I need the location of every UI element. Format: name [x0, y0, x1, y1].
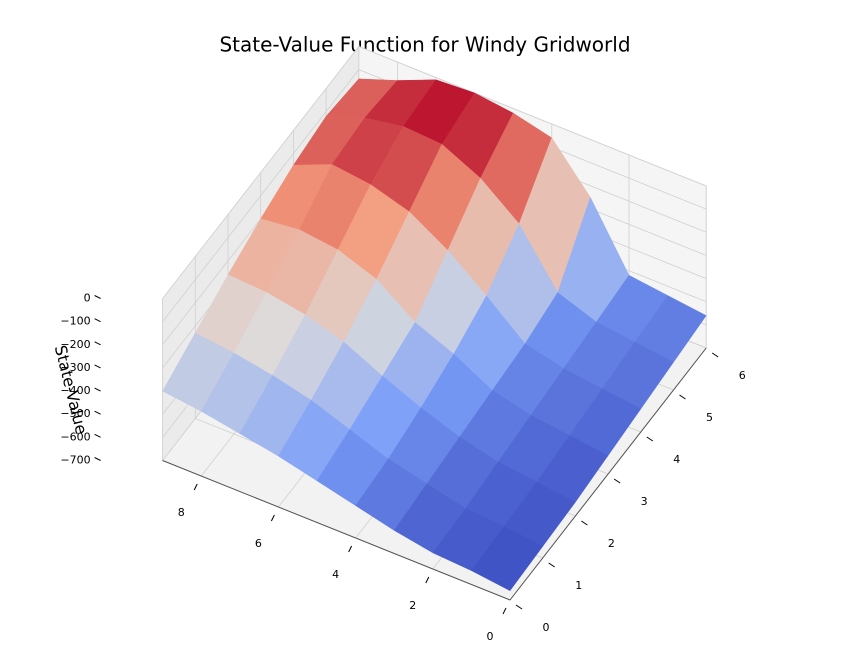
y-tick — [515, 604, 523, 610]
y-tick-label: 0 — [543, 621, 550, 634]
grid-line — [162, 69, 707, 322]
x-tick-label: 2 — [409, 599, 416, 612]
z-tick-label: 0 — [84, 292, 91, 305]
x-tick — [502, 607, 507, 615]
y-tick-label: 5 — [706, 411, 713, 424]
z-tick-label: −400 — [60, 384, 90, 397]
axis-line — [509, 347, 707, 601]
y-tick — [711, 352, 719, 358]
z-tick — [94, 410, 101, 415]
y-tick — [548, 562, 555, 568]
z-tick — [94, 364, 101, 369]
z-tick — [94, 295, 101, 299]
x-tick — [348, 545, 353, 553]
y-tick — [646, 436, 654, 442]
z-tick-label: −200 — [60, 338, 90, 351]
z-tick — [94, 341, 101, 346]
x-tick-label: 4 — [332, 568, 339, 581]
x-tick — [193, 483, 198, 491]
z-tick — [94, 457, 101, 461]
x-tick — [270, 514, 275, 522]
y-tick-label: 6 — [739, 369, 746, 382]
grid-line — [162, 46, 707, 299]
z-tick — [94, 433, 101, 438]
y-tick — [581, 520, 588, 526]
y-tick — [613, 478, 621, 484]
x-tick — [425, 576, 430, 584]
surface-cell — [471, 525, 544, 592]
y-tick — [679, 394, 686, 400]
z-tick-label: −300 — [60, 361, 90, 374]
z-tick-label: −100 — [60, 315, 90, 328]
y-tick-label: 3 — [641, 495, 648, 508]
y-tick-label: 1 — [575, 579, 582, 592]
z-tick — [94, 318, 101, 323]
z-tick-label: −600 — [60, 430, 90, 443]
y-tick-label: 2 — [608, 537, 615, 550]
y-tick-label: 4 — [673, 453, 680, 466]
axis-line — [162, 460, 511, 601]
chart-title: State-Value Function for Windy Gridworld — [219, 33, 630, 57]
x-tick-label: 0 — [487, 630, 494, 643]
x-tick-label: 8 — [178, 506, 185, 519]
z-tick-label: −700 — [60, 454, 90, 467]
x-tick-label: 6 — [255, 537, 262, 550]
z-tick — [94, 387, 101, 392]
z-tick-label: −500 — [60, 407, 90, 420]
